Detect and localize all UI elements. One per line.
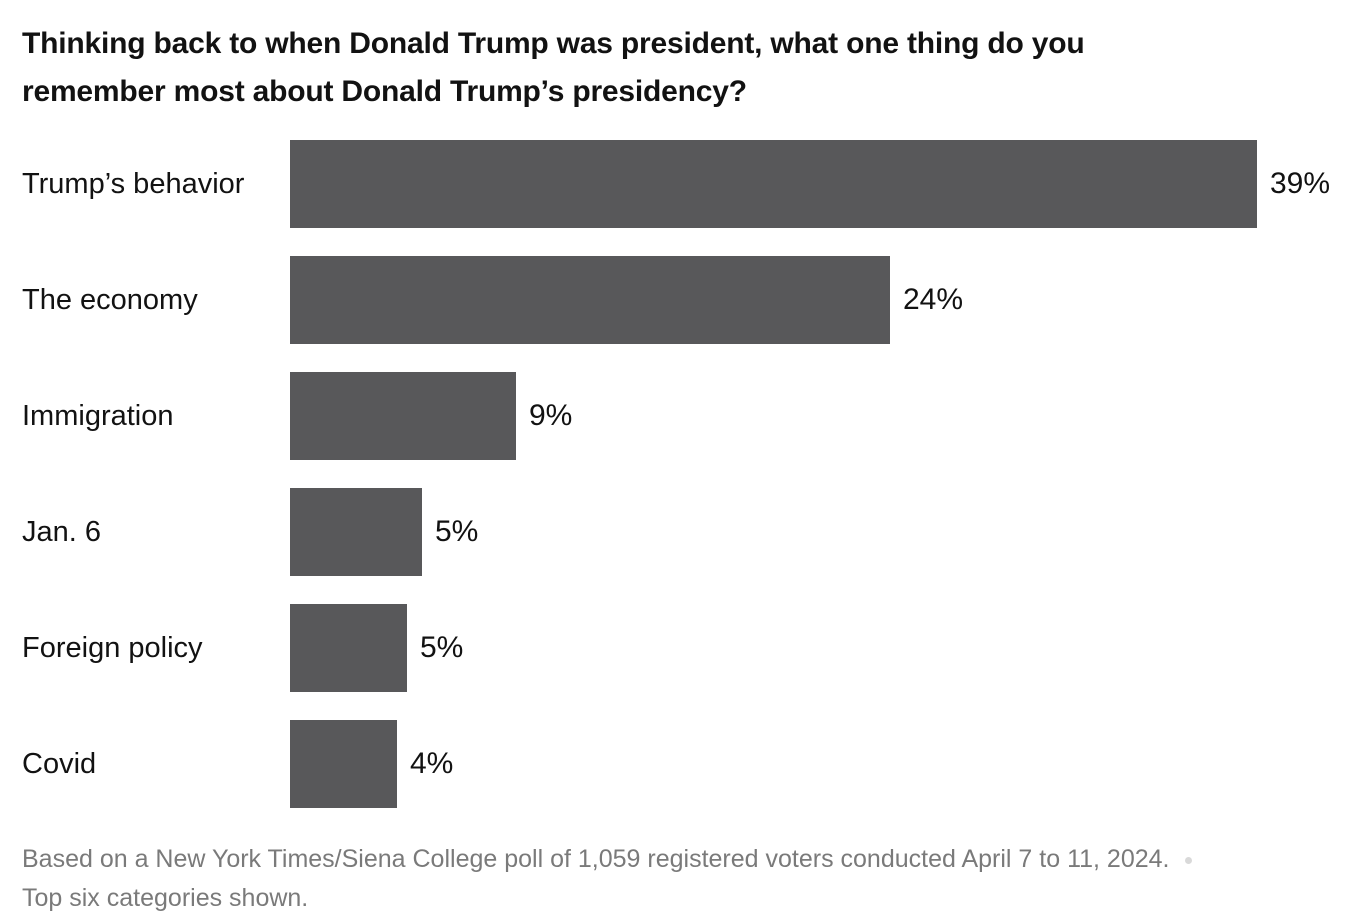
footnote-line-1: Based on a New York Times/Siena College … (22, 845, 1170, 873)
bar (290, 720, 397, 808)
category-label: Foreign policy (22, 631, 203, 664)
bar (290, 488, 422, 576)
value-label: 24% (903, 283, 964, 316)
chart-title-line-1: Thinking back to when Donald Trump was p… (22, 27, 1085, 60)
value-label: 4% (410, 747, 454, 780)
bar (290, 372, 516, 460)
footnote-line-2: Top six categories shown. (22, 884, 309, 912)
category-label: Trump’s behavior (22, 167, 245, 200)
bar-zone: 39% (290, 140, 1332, 228)
chart-row: Jan. 6 5% (22, 488, 1332, 576)
chart-title: Thinking back to when Donald Trump was p… (22, 20, 1332, 116)
bar-zone: 9% (290, 372, 1332, 460)
bar-zone: 5% (290, 488, 1332, 576)
decorative-dot-icon (1185, 856, 1193, 864)
chart-footnote: Based on a New York Times/Siena College … (22, 840, 1332, 918)
chart-row: Immigration 9% (22, 372, 1332, 460)
chart-row: Foreign policy 5% (22, 604, 1332, 692)
bar (290, 604, 407, 692)
category-label: Covid (22, 747, 97, 780)
category-label: Jan. 6 (22, 515, 101, 548)
value-label: 5% (420, 631, 464, 664)
chart-title-line-2: remember most about Donald Trump’s presi… (22, 75, 747, 108)
category-label: Immigration (22, 399, 174, 432)
value-label: 9% (529, 399, 573, 432)
bar-zone: 24% (290, 256, 1332, 344)
chart-row: Trump’s behavior 39% (22, 140, 1332, 228)
horizontal-bar-chart: Trump’s behavior 39% The economy 24% Immigra… (22, 140, 1332, 808)
bar-zone: 5% (290, 604, 1332, 692)
chart-row: Covid 4% (22, 720, 1332, 808)
category-label: The economy (22, 283, 198, 316)
value-label: 39% (1270, 167, 1331, 200)
value-label: 5% (435, 515, 479, 548)
chart-row: The economy 24% (22, 256, 1332, 344)
bar (290, 140, 1257, 228)
bar-zone: 4% (290, 720, 1332, 808)
bar (290, 256, 890, 344)
